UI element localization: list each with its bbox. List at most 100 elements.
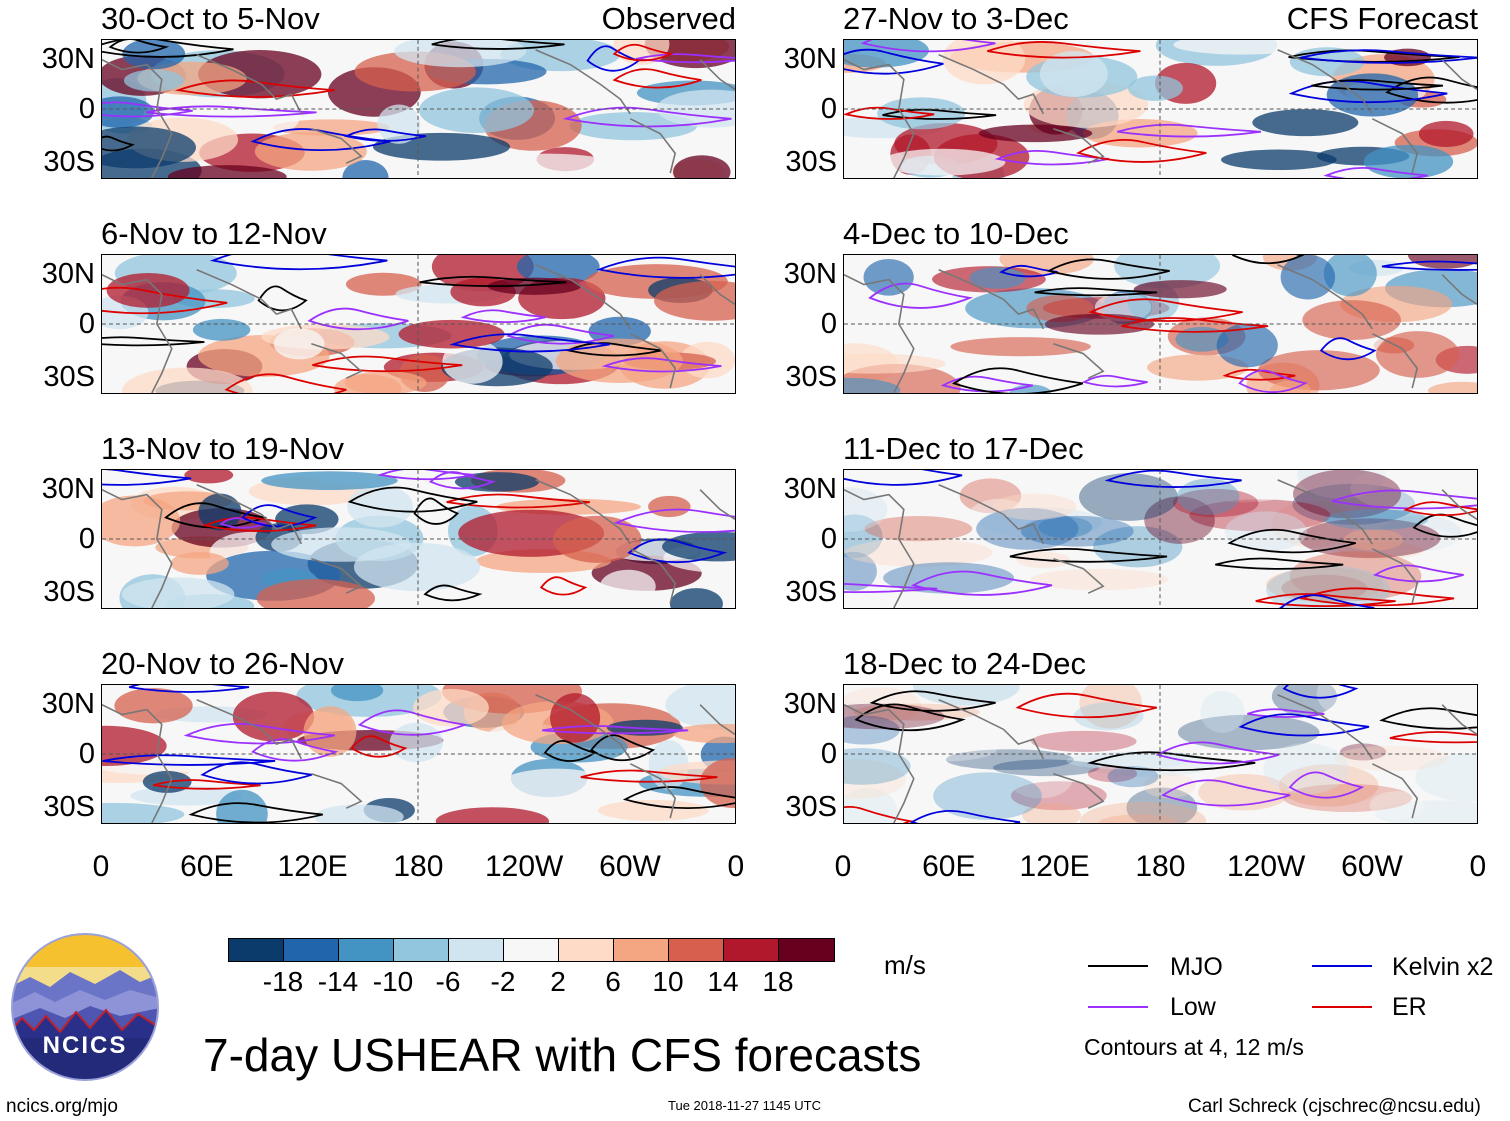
contour-line	[869, 690, 996, 712]
contour-line	[1238, 369, 1308, 393]
contour-line	[251, 738, 339, 762]
shear-anomaly-blob	[1198, 570, 1272, 608]
contour-line	[580, 769, 718, 783]
coastline	[1277, 49, 1373, 115]
contour-line	[543, 740, 597, 762]
coastline	[699, 489, 735, 520]
shear-anomaly-blob	[1224, 511, 1307, 552]
shear-anomaly-blob	[1079, 473, 1178, 521]
shear-anomaly-blob	[1066, 752, 1188, 770]
shear-anomaly-blob	[654, 280, 735, 321]
coastline	[1371, 548, 1419, 604]
contour-line	[350, 735, 408, 758]
map-panel	[843, 684, 1478, 824]
shear-anomaly-blob	[597, 799, 709, 821]
panel-title: 27-Nov to 3-Dec	[843, 1, 1069, 36]
shear-anomaly-blob	[672, 723, 735, 744]
coastline	[629, 763, 677, 819]
coastline	[196, 699, 303, 760]
shear-anomaly-blob	[863, 258, 914, 296]
shear-anomaly-blob	[1334, 745, 1449, 771]
colorbar-label: -10	[372, 966, 414, 997]
colorbar-label: -18	[262, 966, 304, 997]
shear-field	[102, 685, 735, 823]
shear-anomaly-blob	[1326, 73, 1419, 117]
shear-anomaly-blob	[966, 498, 1033, 540]
coastline	[311, 342, 363, 379]
colorbar-label: 6	[605, 966, 621, 997]
map-panel	[101, 254, 736, 394]
contour-line	[108, 40, 170, 54]
shear-anomaly-blob	[979, 507, 1103, 538]
colorbar-label: 18	[762, 966, 794, 997]
coastline	[1441, 489, 1477, 520]
shear-anomaly-blob	[1323, 255, 1377, 297]
contour-line	[102, 336, 205, 347]
panel-title: 4-Dec to 10-Dec	[843, 216, 1069, 251]
colorbar-swatch	[284, 939, 339, 961]
contour-line	[542, 725, 689, 735]
shear-anomaly-blob	[1375, 800, 1477, 823]
panel-title: 30-Oct to 5-Nov	[101, 1, 320, 36]
ncics-logo: NCICS	[10, 932, 160, 1082]
shear-anomaly-blob	[114, 688, 193, 724]
coastline	[938, 54, 1045, 115]
colorbar-swatch	[339, 939, 394, 961]
shear-anomaly-blob	[844, 40, 929, 68]
contour-line	[1009, 548, 1168, 563]
shear-anomaly-blob	[1133, 280, 1227, 299]
contour-line	[145, 105, 317, 118]
lat-label: 30S	[785, 791, 837, 823]
contour-line	[999, 264, 1058, 278]
colorbar-label: 14	[707, 966, 739, 997]
lon-label: 60E	[922, 850, 976, 883]
shear-anomaly-blob	[418, 87, 534, 133]
contour-line	[562, 106, 732, 128]
shear-anomaly-blob	[1173, 40, 1311, 55]
coastline	[535, 694, 631, 760]
shear-anomaly-blob	[673, 155, 731, 178]
coastline	[311, 557, 363, 594]
lon-label: 0	[727, 850, 745, 883]
map-panel	[843, 254, 1478, 394]
contour-line	[428, 471, 497, 490]
contour-line	[419, 275, 567, 287]
shear-anomaly-blob	[844, 703, 894, 727]
contour-line	[1034, 287, 1158, 297]
coastline	[629, 548, 677, 604]
shear-field	[102, 40, 735, 178]
contour-line	[307, 307, 409, 331]
lat-label: 0	[78, 523, 95, 555]
coastline	[1053, 772, 1105, 809]
coastline	[1371, 333, 1419, 389]
contour-line	[1076, 139, 1207, 163]
contour-line	[613, 508, 735, 533]
shear-anomaly-blob	[1271, 685, 1338, 716]
contour-line	[860, 40, 996, 53]
shear-anomaly-blob	[1177, 478, 1240, 515]
contour-line	[1279, 594, 1376, 608]
legend-er-label: ER	[1392, 993, 1427, 1021]
contour-line	[1238, 713, 1370, 737]
shear-anomaly-blob	[1415, 753, 1477, 802]
contour-line	[209, 255, 388, 271]
contour-line	[844, 582, 938, 593]
contour-line	[188, 802, 323, 823]
shear-anomaly-blob	[216, 789, 268, 823]
lat-label: 30S	[43, 791, 95, 823]
shear-anomaly-blob	[844, 788, 898, 823]
shear-anomaly-blob	[959, 478, 1022, 514]
shear-field	[102, 470, 735, 608]
contour-line	[312, 355, 463, 373]
shear-field	[102, 255, 735, 393]
shear-anomaly-blob	[344, 371, 427, 393]
contour-line	[909, 810, 1021, 823]
contour-line	[1331, 489, 1477, 510]
shear-anomaly-blob	[1079, 801, 1207, 823]
shear-anomaly-blob	[969, 267, 1026, 289]
contour-line	[1015, 692, 1158, 719]
lon-label: 60W	[1341, 850, 1403, 883]
lat-label: 30S	[785, 576, 837, 608]
shear-anomaly-blob	[102, 126, 196, 169]
coastline	[629, 333, 677, 389]
